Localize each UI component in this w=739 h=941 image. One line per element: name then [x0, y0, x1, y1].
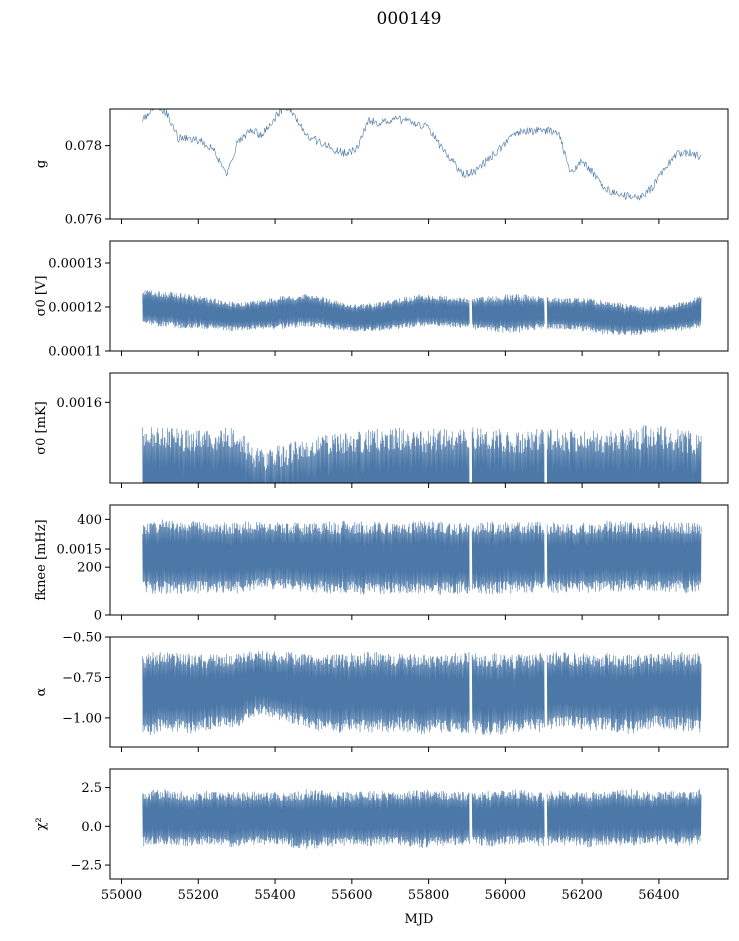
y-tick-label: 0.00011 — [48, 345, 102, 360]
panel-frame — [109, 636, 729, 748]
figure-title: 000149 — [377, 9, 442, 29]
panel-1: 0.076 0.078 g — [34, 108, 729, 228]
x-axis-label: MJD — [405, 912, 434, 927]
panel-2: 0.00011 0.00012 0.00013 σ0 [V] — [34, 240, 729, 360]
panel-3: 0.0015 0.0016 σ0 [mK] — [34, 372, 729, 558]
series-line-5-1 — [142, 650, 702, 736]
panel-frame — [109, 372, 729, 484]
series-line-4-1 — [142, 519, 702, 595]
y-tick-label: 0 — [94, 609, 102, 624]
x-tick-label: 55400 — [254, 888, 295, 903]
panel-4: 0 200 400 fknee [mHz] — [34, 504, 729, 624]
y-tick-label: −2.5 — [70, 859, 102, 874]
x-tick-label: 55800 — [408, 888, 449, 903]
y-tick-label: 0.076 — [65, 213, 102, 228]
panel-6: −2.5 0.0 2.5 55000 55200 55400 55600 55800 56000… — [34, 768, 729, 903]
y-tick-label: 200 — [77, 561, 102, 576]
y-tick-label: 0.078 — [65, 139, 102, 154]
y-axis-label: σ0 [V] — [34, 276, 49, 317]
series-line-3-1 — [142, 425, 702, 483]
x-tick-label: 55600 — [331, 888, 372, 903]
series-line-1-1 — [142, 109, 702, 201]
x-tick-label: 56000 — [485, 888, 526, 903]
y-axis-label: α — [34, 687, 49, 696]
panel-frame — [109, 240, 729, 352]
panel-frame — [109, 108, 729, 220]
x-tick-label: 56200 — [561, 888, 602, 903]
y-tick-label: 0.0 — [81, 820, 102, 835]
x-tick-label: 55200 — [178, 888, 219, 903]
y-tick-label: −0.75 — [62, 671, 102, 686]
x-tick-label: 55000 — [101, 888, 142, 903]
y-axis-label: g — [34, 160, 49, 168]
series-line-2-1 — [142, 289, 702, 336]
y-tick-label: −0.50 — [62, 631, 102, 646]
series-line-6-1 — [142, 788, 702, 849]
panel-frame — [109, 768, 729, 880]
y-tick-label: 0.00012 — [48, 301, 102, 316]
y-axis-label: χ² — [34, 817, 49, 830]
y-axis-label: σ0 [mK] — [34, 401, 49, 454]
panel-frame — [109, 504, 729, 616]
panel-5: −1.00 −0.75 −0.50 α — [34, 631, 729, 752]
y-tick-label: 0.00013 — [48, 257, 102, 272]
y-tick-label: 0.0016 — [57, 396, 103, 411]
y-axis-label: fknee [mHz] — [34, 519, 49, 600]
y-tick-label: 2.5 — [81, 781, 102, 796]
y-tick-label: 0.0015 — [57, 543, 103, 558]
y-tick-label: 400 — [77, 513, 102, 528]
x-tick-label: 56400 — [638, 888, 679, 903]
y-tick-label: −1.00 — [62, 711, 102, 726]
